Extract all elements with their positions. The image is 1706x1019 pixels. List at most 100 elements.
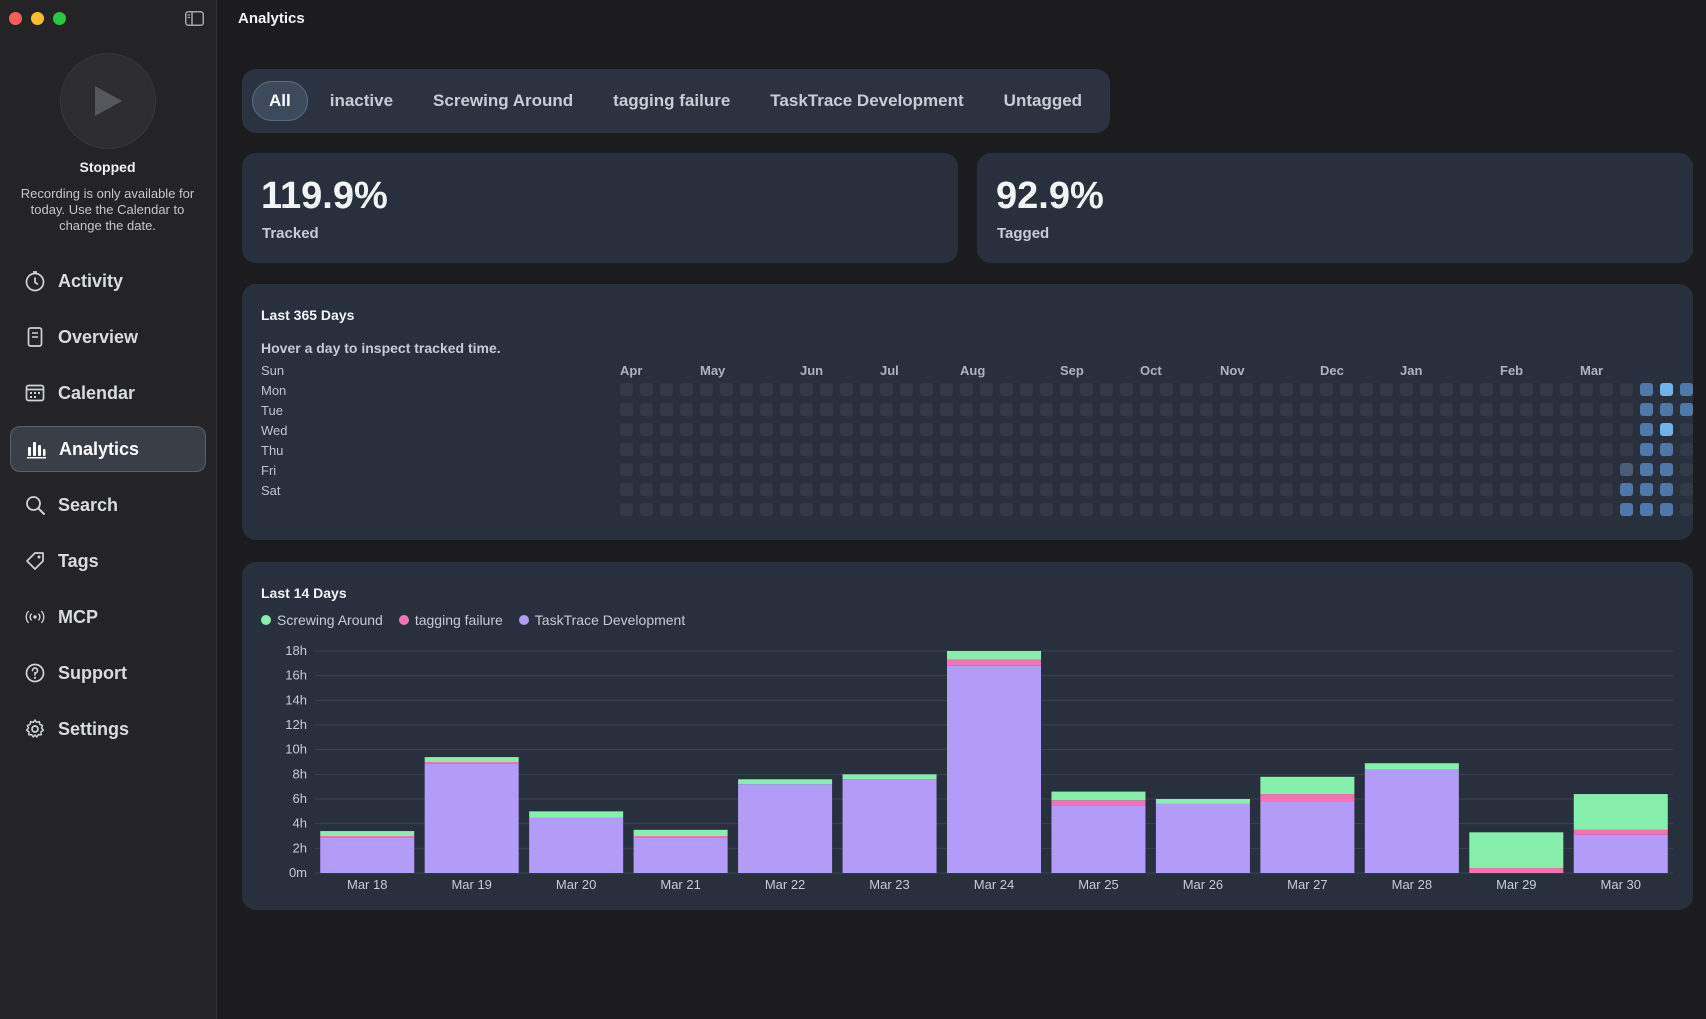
heatmap-cell[interactable] [1260, 423, 1273, 436]
heatmap-cell[interactable] [1620, 463, 1633, 476]
heatmap-cell[interactable] [1680, 483, 1693, 496]
heatmap-cell[interactable] [1680, 463, 1693, 476]
bar-segment[interactable] [424, 762, 519, 764]
heatmap-cell[interactable] [1060, 503, 1073, 516]
bar-segment[interactable] [633, 836, 728, 838]
heatmap-cell[interactable] [620, 443, 633, 456]
heatmap-cell[interactable] [1580, 483, 1593, 496]
heatmap-cell[interactable] [1100, 503, 1113, 516]
heatmap-cell[interactable] [1480, 483, 1493, 496]
sidebar-item-tags[interactable]: Tags [10, 538, 206, 584]
heatmap-cell[interactable] [1540, 403, 1553, 416]
heatmap-cell[interactable] [1000, 483, 1013, 496]
heatmap-cell[interactable] [640, 423, 653, 436]
heatmap-cell[interactable] [1060, 483, 1073, 496]
heatmap-cell[interactable] [680, 423, 693, 436]
heatmap-cell[interactable] [920, 483, 933, 496]
heatmap-cell[interactable] [1420, 483, 1433, 496]
bar-segment[interactable] [1573, 829, 1668, 835]
heatmap-cell[interactable] [1120, 483, 1133, 496]
heatmap-cell[interactable] [1540, 503, 1553, 516]
heatmap-cell[interactable] [1320, 443, 1333, 456]
heatmap-cell[interactable] [880, 483, 893, 496]
bar-segment[interactable] [1155, 799, 1250, 804]
heatmap-cell[interactable] [620, 423, 633, 436]
heatmap-cell[interactable] [880, 463, 893, 476]
heatmap-cell[interactable] [1500, 423, 1513, 436]
heatmap-cell[interactable] [1460, 443, 1473, 456]
heatmap-cell[interactable] [720, 503, 733, 516]
heatmap-cell[interactable] [1180, 383, 1193, 396]
heatmap-cell[interactable] [1580, 463, 1593, 476]
heatmap-cell[interactable] [960, 483, 973, 496]
sidebar-item-calendar[interactable]: Calendar [10, 370, 206, 416]
heatmap-cell[interactable] [960, 503, 973, 516]
heatmap-cell[interactable] [1620, 503, 1633, 516]
heatmap-cell[interactable] [900, 503, 913, 516]
heatmap-cell[interactable] [1020, 483, 1033, 496]
heatmap-cell[interactable] [800, 463, 813, 476]
heatmap-cell[interactable] [640, 463, 653, 476]
heatmap-cell[interactable] [880, 443, 893, 456]
heatmap-cell[interactable] [1420, 443, 1433, 456]
heatmap-cell[interactable] [680, 443, 693, 456]
heatmap-cell[interactable] [1020, 503, 1033, 516]
heatmap-cell[interactable] [1280, 443, 1293, 456]
heatmap-cell[interactable] [1560, 383, 1573, 396]
heatmap-cell[interactable] [1340, 423, 1353, 436]
heatmap-cell[interactable] [820, 423, 833, 436]
heatmap-cell[interactable] [1080, 463, 1093, 476]
heatmap-cell[interactable] [1120, 383, 1133, 396]
sidebar-item-mcp[interactable]: MCP [10, 594, 206, 640]
heatmap-cell[interactable] [1680, 503, 1693, 516]
heatmap-cell[interactable] [1360, 403, 1373, 416]
heatmap-cell[interactable] [1080, 483, 1093, 496]
heatmap-cell[interactable] [1560, 483, 1573, 496]
heatmap-cell[interactable] [1120, 463, 1133, 476]
heatmap-cell[interactable] [1540, 443, 1553, 456]
bar-segment[interactable] [529, 817, 624, 874]
heatmap-cell[interactable] [1300, 383, 1313, 396]
heatmap-cell[interactable] [1200, 443, 1213, 456]
heatmap-cell[interactable] [1660, 483, 1673, 496]
heatmap-cell[interactable] [1120, 503, 1133, 516]
heatmap-cell[interactable] [780, 463, 793, 476]
heatmap-cell[interactable] [1300, 463, 1313, 476]
heatmap-cell[interactable] [1200, 383, 1213, 396]
heatmap-cell[interactable] [840, 483, 853, 496]
heatmap-cell[interactable] [1220, 463, 1233, 476]
heatmap-cell[interactable] [1000, 443, 1013, 456]
heatmap-cell[interactable] [1560, 443, 1573, 456]
bar-segment[interactable] [320, 836, 415, 838]
heatmap-cell[interactable] [1140, 503, 1153, 516]
heatmap-cell[interactable] [660, 423, 673, 436]
heatmap-cell[interactable] [740, 483, 753, 496]
bar-segment[interactable] [946, 665, 1042, 873]
heatmap-cell[interactable] [1020, 423, 1033, 436]
heatmap-cell[interactable] [1220, 423, 1233, 436]
minimize-window-button[interactable] [31, 12, 44, 25]
heatmap-cell[interactable] [1580, 443, 1593, 456]
bar-segment[interactable] [1260, 801, 1355, 873]
heatmap-cell[interactable] [1480, 463, 1493, 476]
heatmap-cell[interactable] [1300, 443, 1313, 456]
heatmap-cell[interactable] [960, 463, 973, 476]
heatmap-cell[interactable] [1040, 403, 1053, 416]
heatmap-cell[interactable] [700, 423, 713, 436]
heatmap-cell[interactable] [1080, 403, 1093, 416]
heatmap-cell[interactable] [1640, 503, 1653, 516]
heatmap-cell[interactable] [720, 463, 733, 476]
heatmap-cell[interactable] [840, 423, 853, 436]
heatmap-cell[interactable] [1600, 463, 1613, 476]
heatmap-cell[interactable] [1440, 503, 1453, 516]
heatmap-cell[interactable] [880, 503, 893, 516]
heatmap-cell[interactable] [1180, 403, 1193, 416]
heatmap-cell[interactable] [1180, 463, 1193, 476]
heatmap-cell[interactable] [960, 423, 973, 436]
heatmap-cell[interactable] [620, 403, 633, 416]
heatmap-cell[interactable] [820, 383, 833, 396]
heatmap-cell[interactable] [800, 443, 813, 456]
heatmap-cell[interactable] [860, 423, 873, 436]
heatmap-cell[interactable] [660, 403, 673, 416]
bar-stack[interactable] [1364, 763, 1459, 873]
